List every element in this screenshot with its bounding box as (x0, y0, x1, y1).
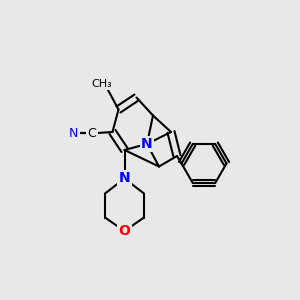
Text: C: C (88, 127, 97, 140)
Text: N: N (69, 127, 78, 140)
Text: CH₃: CH₃ (92, 79, 112, 89)
Text: N: N (141, 137, 153, 151)
Text: N: N (119, 172, 130, 185)
Text: O: O (118, 224, 130, 238)
